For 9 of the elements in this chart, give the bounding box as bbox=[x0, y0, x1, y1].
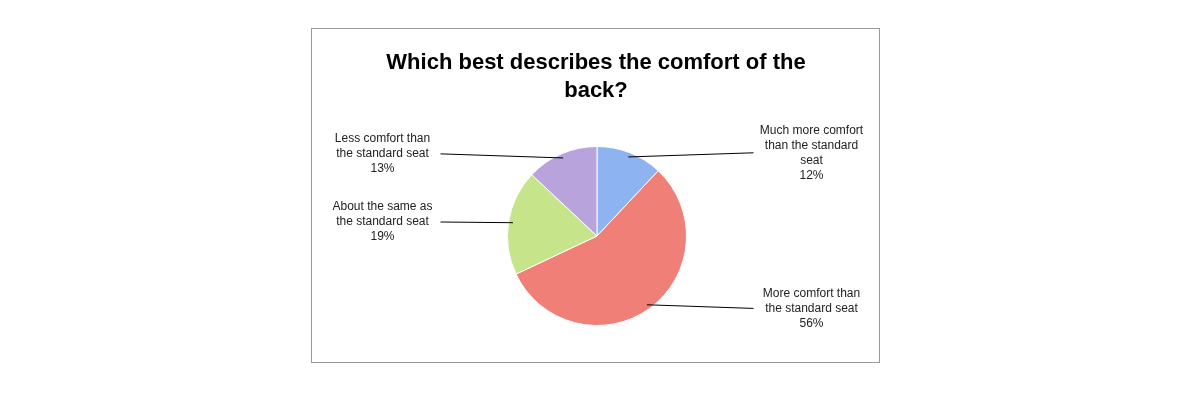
slice-label: More comfort than the standard seat bbox=[762, 285, 861, 315]
chart-title: Which best describes the comfort of the back? bbox=[386, 49, 806, 103]
data-label: 19% bbox=[370, 229, 395, 244]
slice-label: About the same as the standard seat bbox=[332, 199, 433, 229]
data-label: 12% bbox=[799, 167, 824, 182]
slice-label: Less comfort than the standard seat bbox=[334, 131, 431, 161]
data-label: 56% bbox=[799, 315, 824, 330]
slice-label: Much more comfort than the standard seat bbox=[759, 122, 864, 167]
data-label: 13% bbox=[370, 161, 395, 176]
